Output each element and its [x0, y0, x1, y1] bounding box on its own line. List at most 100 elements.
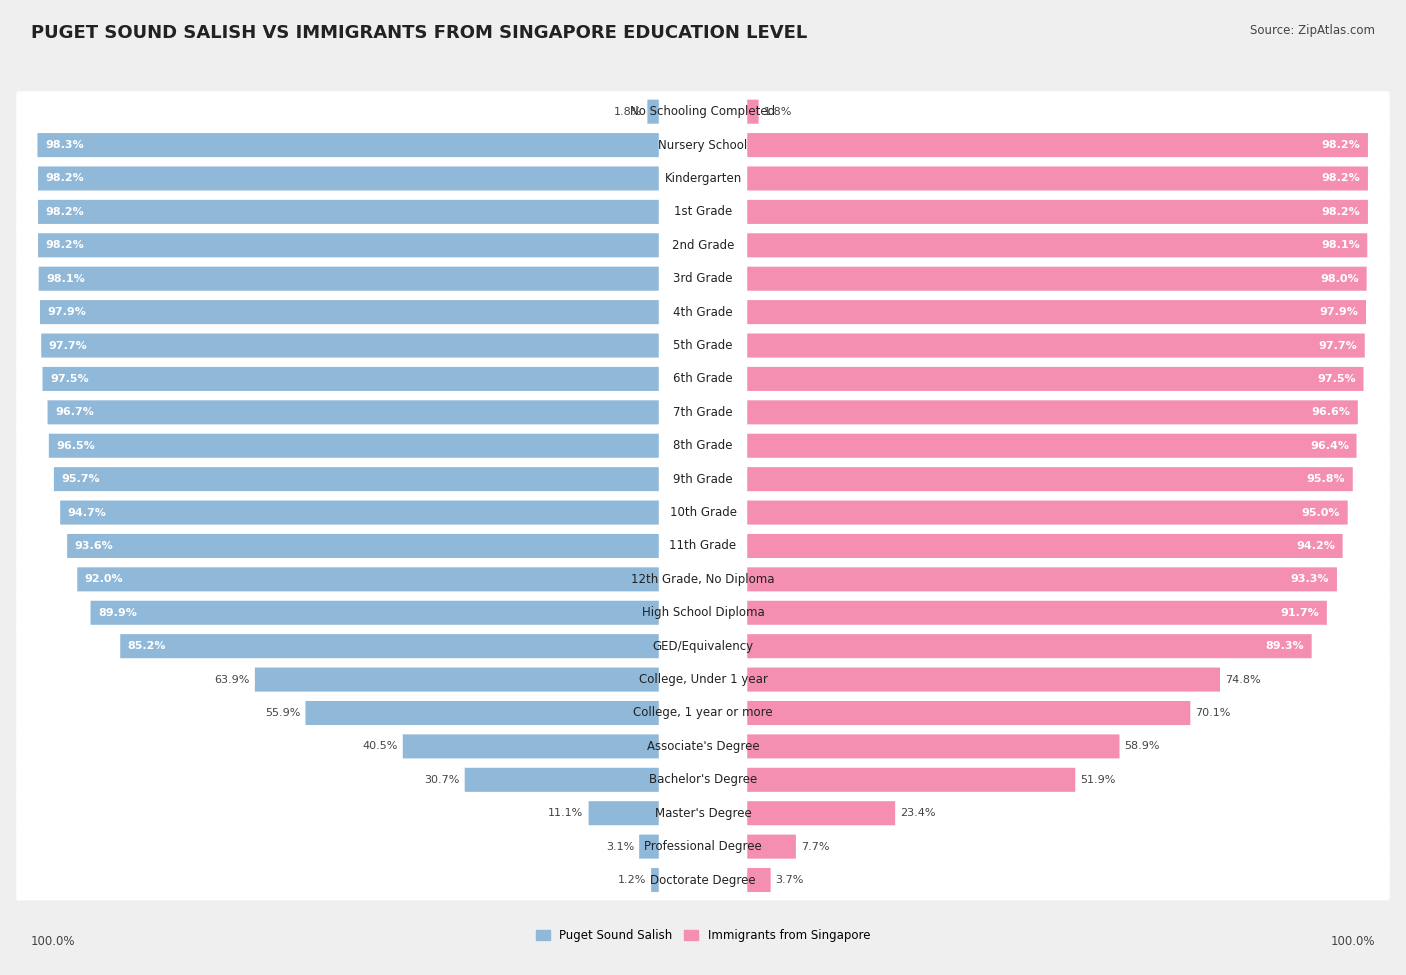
Text: 1.8%: 1.8%	[763, 106, 792, 117]
FancyBboxPatch shape	[747, 434, 1357, 458]
FancyBboxPatch shape	[747, 601, 1327, 625]
Text: Master's Degree: Master's Degree	[655, 806, 751, 820]
FancyBboxPatch shape	[747, 367, 1364, 391]
FancyBboxPatch shape	[747, 801, 896, 825]
Text: 91.7%: 91.7%	[1281, 607, 1319, 618]
FancyBboxPatch shape	[38, 233, 659, 257]
Text: College, 1 year or more: College, 1 year or more	[633, 707, 773, 720]
Text: 97.9%: 97.9%	[1320, 307, 1358, 317]
Text: 74.8%: 74.8%	[1225, 675, 1261, 684]
Text: 96.4%: 96.4%	[1310, 441, 1348, 450]
FancyBboxPatch shape	[38, 200, 659, 224]
FancyBboxPatch shape	[53, 467, 659, 491]
Text: 98.2%: 98.2%	[45, 240, 84, 251]
Text: 58.9%: 58.9%	[1125, 741, 1160, 752]
FancyBboxPatch shape	[17, 325, 1389, 366]
Text: 96.6%: 96.6%	[1312, 408, 1350, 417]
Text: 98.2%: 98.2%	[1322, 174, 1361, 183]
FancyBboxPatch shape	[48, 401, 659, 424]
FancyBboxPatch shape	[747, 300, 1367, 324]
FancyBboxPatch shape	[121, 634, 659, 658]
Text: 95.7%: 95.7%	[62, 474, 100, 485]
FancyBboxPatch shape	[305, 701, 659, 725]
Text: 98.1%: 98.1%	[46, 274, 84, 284]
Text: 97.7%: 97.7%	[49, 340, 87, 351]
Text: 89.9%: 89.9%	[98, 607, 136, 618]
FancyBboxPatch shape	[38, 133, 659, 157]
FancyBboxPatch shape	[17, 626, 1389, 667]
FancyBboxPatch shape	[747, 401, 1358, 424]
FancyBboxPatch shape	[747, 267, 1367, 291]
Text: 98.1%: 98.1%	[1322, 240, 1360, 251]
FancyBboxPatch shape	[17, 392, 1389, 433]
Text: Nursery School: Nursery School	[658, 138, 748, 151]
FancyBboxPatch shape	[747, 668, 1220, 691]
Text: Bachelor's Degree: Bachelor's Degree	[650, 773, 756, 786]
Legend: Puget Sound Salish, Immigrants from Singapore: Puget Sound Salish, Immigrants from Sing…	[531, 924, 875, 947]
FancyBboxPatch shape	[17, 191, 1389, 232]
Text: 96.7%: 96.7%	[55, 408, 94, 417]
FancyBboxPatch shape	[747, 534, 1343, 558]
Text: 5th Grade: 5th Grade	[673, 339, 733, 352]
FancyBboxPatch shape	[17, 425, 1389, 466]
FancyBboxPatch shape	[17, 92, 1389, 132]
FancyBboxPatch shape	[17, 359, 1389, 400]
FancyBboxPatch shape	[747, 634, 1312, 658]
Text: 11.1%: 11.1%	[548, 808, 583, 818]
FancyBboxPatch shape	[17, 459, 1389, 499]
Text: 11th Grade: 11th Grade	[669, 539, 737, 553]
Text: 98.2%: 98.2%	[1322, 140, 1361, 150]
Text: 2nd Grade: 2nd Grade	[672, 239, 734, 252]
Text: 93.6%: 93.6%	[75, 541, 114, 551]
Text: 40.5%: 40.5%	[363, 741, 398, 752]
Text: 100.0%: 100.0%	[1330, 935, 1375, 948]
FancyBboxPatch shape	[17, 492, 1389, 533]
FancyBboxPatch shape	[17, 125, 1389, 166]
FancyBboxPatch shape	[39, 300, 659, 324]
Text: 98.2%: 98.2%	[1322, 207, 1361, 216]
Text: 94.2%: 94.2%	[1296, 541, 1336, 551]
FancyBboxPatch shape	[402, 734, 659, 759]
Text: 98.2%: 98.2%	[45, 174, 84, 183]
Text: 95.8%: 95.8%	[1306, 474, 1346, 485]
FancyBboxPatch shape	[17, 826, 1389, 867]
Text: Kindergarten: Kindergarten	[665, 172, 741, 185]
Text: 70.1%: 70.1%	[1195, 708, 1230, 718]
Text: GED/Equivalency: GED/Equivalency	[652, 640, 754, 652]
FancyBboxPatch shape	[254, 668, 659, 691]
FancyBboxPatch shape	[589, 801, 659, 825]
Text: 9th Grade: 9th Grade	[673, 473, 733, 486]
FancyBboxPatch shape	[17, 258, 1389, 299]
Text: Associate's Degree: Associate's Degree	[647, 740, 759, 753]
FancyBboxPatch shape	[17, 860, 1389, 900]
FancyBboxPatch shape	[747, 767, 1076, 792]
Text: 30.7%: 30.7%	[425, 775, 460, 785]
FancyBboxPatch shape	[42, 367, 659, 391]
Text: 12th Grade, No Diploma: 12th Grade, No Diploma	[631, 573, 775, 586]
Text: 89.3%: 89.3%	[1265, 642, 1305, 651]
Text: 3.1%: 3.1%	[606, 841, 634, 851]
Text: 97.5%: 97.5%	[51, 374, 89, 384]
Text: Doctorate Degree: Doctorate Degree	[650, 874, 756, 886]
Text: 98.2%: 98.2%	[45, 207, 84, 216]
Text: 97.5%: 97.5%	[1317, 374, 1355, 384]
FancyBboxPatch shape	[747, 167, 1368, 190]
Text: No Schooling Completed: No Schooling Completed	[630, 105, 776, 118]
Text: 10th Grade: 10th Grade	[669, 506, 737, 519]
FancyBboxPatch shape	[747, 233, 1367, 257]
Text: 100.0%: 100.0%	[31, 935, 76, 948]
Text: 23.4%: 23.4%	[900, 808, 936, 818]
FancyBboxPatch shape	[60, 500, 659, 525]
Text: Professional Degree: Professional Degree	[644, 840, 762, 853]
Text: 51.9%: 51.9%	[1080, 775, 1116, 785]
FancyBboxPatch shape	[747, 567, 1337, 592]
FancyBboxPatch shape	[651, 868, 659, 892]
Text: 96.5%: 96.5%	[56, 441, 96, 450]
Text: 3rd Grade: 3rd Grade	[673, 272, 733, 286]
FancyBboxPatch shape	[67, 534, 659, 558]
Text: 85.2%: 85.2%	[128, 642, 166, 651]
Text: Source: ZipAtlas.com: Source: ZipAtlas.com	[1250, 24, 1375, 37]
FancyBboxPatch shape	[747, 835, 796, 859]
Text: 95.0%: 95.0%	[1302, 508, 1340, 518]
FancyBboxPatch shape	[747, 701, 1191, 725]
